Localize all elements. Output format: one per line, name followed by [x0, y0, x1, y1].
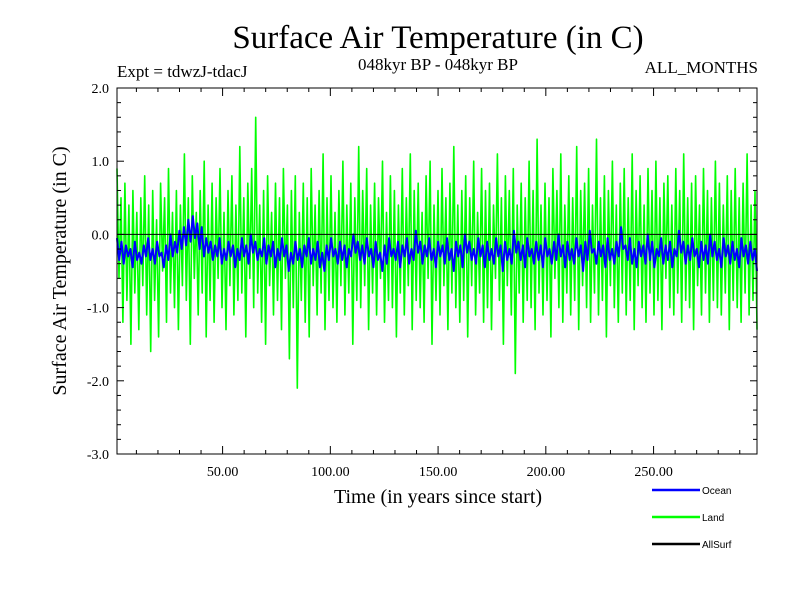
series-ocean-group: [116, 215, 758, 272]
chart-subtitle-right: ALL_MONTHS: [645, 58, 758, 77]
x-tick-label: 150.00: [419, 465, 458, 480]
y-axis: -3.0 -2.0 -1.0 0.0 1.0 2.0: [87, 82, 757, 463]
y-tick-label: 0.0: [92, 228, 110, 243]
legend: Ocean Land AllSurf: [652, 486, 732, 551]
y-axis-label: Surface Air Temperature (in C): [49, 146, 71, 395]
y-tick-label: -3.0: [87, 448, 109, 463]
y-tick-label: 1.0: [92, 155, 110, 170]
plot-area: [116, 87, 758, 455]
x-tick-label: 50.00: [207, 465, 239, 480]
x-tick-label: 100.00: [311, 465, 350, 480]
x-axis-label: Time (in years since start): [334, 486, 542, 508]
y-tick-label: -1.0: [87, 302, 109, 317]
y-tick-label: -2.0: [87, 375, 109, 390]
y-tick-label: 2.0: [92, 82, 110, 97]
chart-subtitle-left: Expt = tdwzJ-tdacJ: [117, 62, 248, 81]
legend-label-allsurf: AllSurf: [702, 540, 732, 551]
x-tick-label: 250.00: [634, 465, 673, 480]
x-axis: 50.00 100.00 150.00 200.00 250.00: [135, 88, 741, 480]
series-line-ocean: [116, 215, 758, 272]
legend-label-ocean: Ocean: [702, 486, 731, 497]
plot-frame: [116, 87, 758, 455]
chart-title: Surface Air Temperature (in C): [232, 20, 643, 56]
legend-label-land: Land: [702, 513, 724, 524]
x-tick-label: 200.00: [527, 465, 566, 480]
chart-subtitle-center: 048kyr BP - 048kyr BP: [358, 55, 518, 74]
